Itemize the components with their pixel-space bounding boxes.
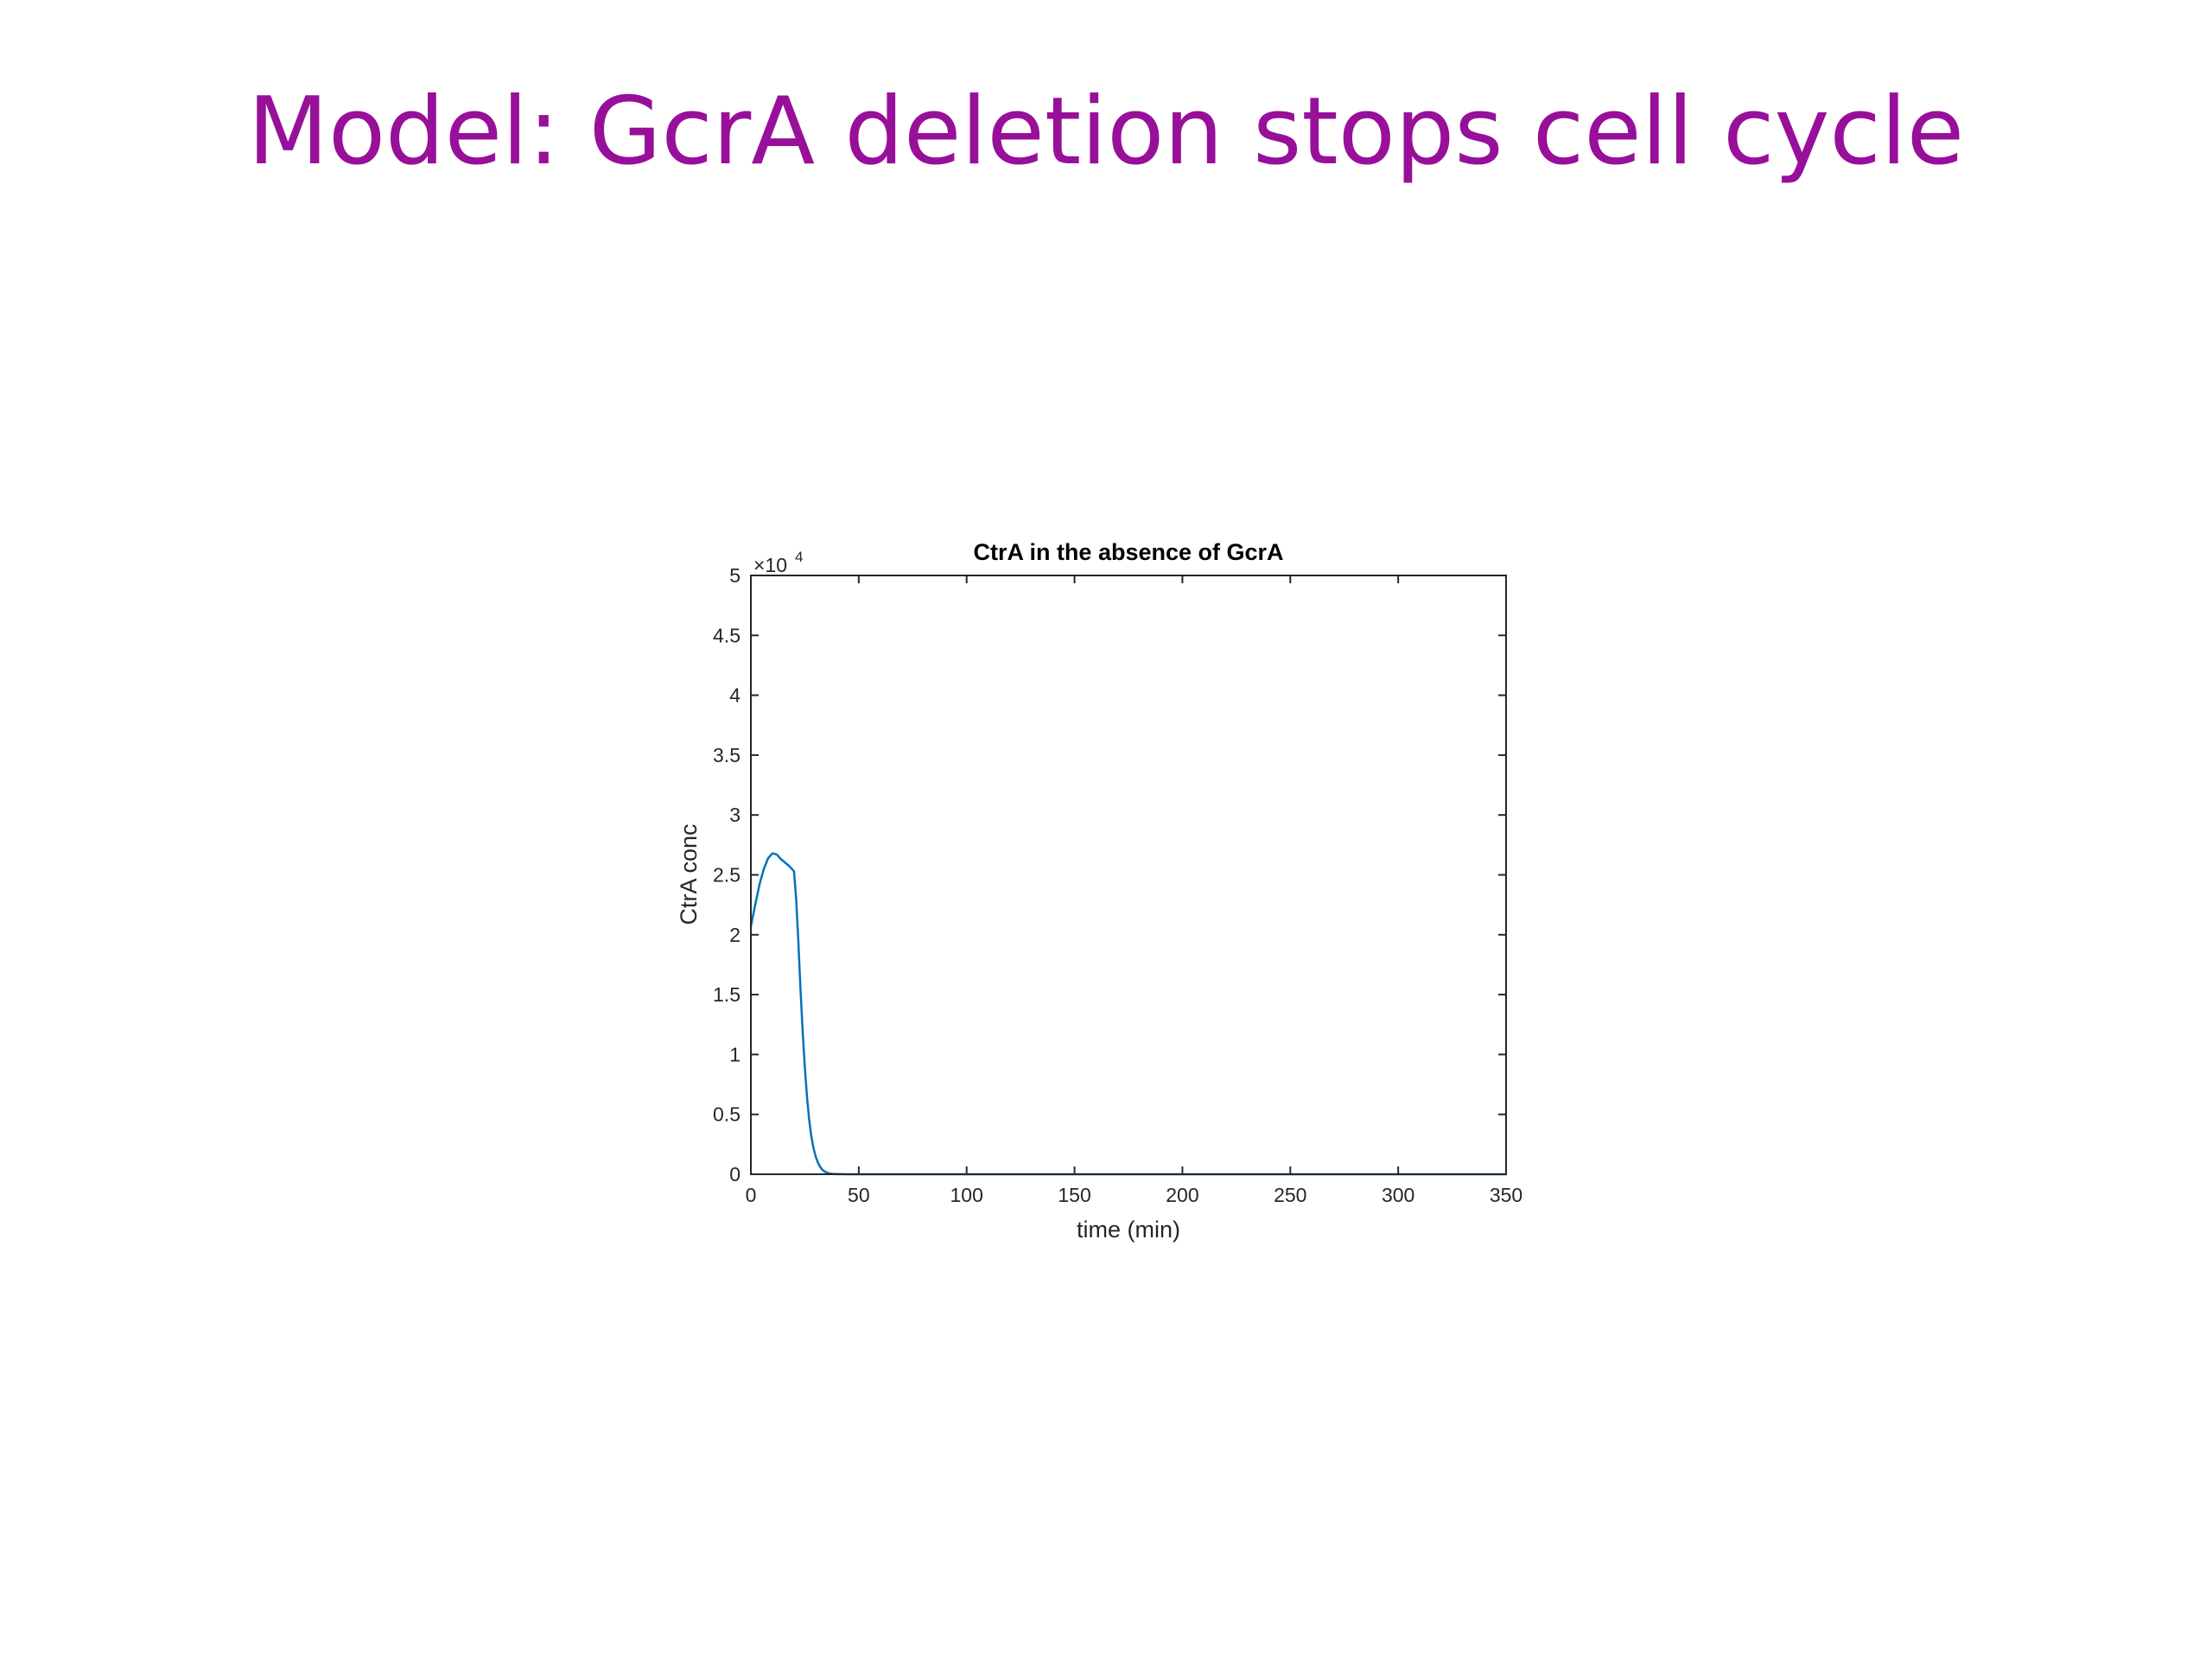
plot-area [751, 575, 1506, 1174]
x-tick-label: 300 [1382, 1184, 1414, 1206]
x-tick-label: 350 [1490, 1184, 1522, 1206]
x-tick-label: 250 [1274, 1184, 1306, 1206]
y-tick-label: 1 [729, 1043, 741, 1065]
chart-title: CtrA in the absence of GcrA [973, 539, 1283, 565]
x-axis-label: time (min) [1077, 1217, 1180, 1243]
x-tick-label: 0 [746, 1184, 757, 1206]
y-tick-label: 2.5 [713, 864, 741, 887]
x-tick-label: 100 [950, 1184, 983, 1206]
y-exponent-power: 4 [795, 549, 803, 565]
y-tick-label: 3.5 [713, 744, 741, 766]
x-tick-label: 50 [848, 1184, 870, 1206]
y-tick-label: 4 [729, 684, 741, 707]
slide-title: Model: GcrA deletion stops cell cycle [247, 78, 1965, 186]
y-exponent-base: ×10 [753, 554, 787, 576]
y-tick-label: 0 [729, 1163, 741, 1185]
x-ticks: 0 50 100 150 200 250 300 350 [746, 575, 1522, 1206]
y-tick-label: 2 [729, 924, 741, 946]
y-exponent: ×10 4 [753, 549, 803, 576]
x-tick-label: 150 [1058, 1184, 1090, 1206]
y-tick-label: 5 [729, 564, 741, 587]
y-tick-label: 4.5 [713, 624, 741, 646]
y-axis-label: CtrA conc [676, 823, 702, 925]
y-tick-label: 1.5 [713, 983, 741, 1006]
plot-frame [750, 575, 1507, 1175]
y-tick-label: 0.5 [713, 1103, 741, 1126]
x-tick-label: 200 [1166, 1184, 1198, 1206]
y-tick-label: 3 [729, 804, 741, 826]
y-ticks: 0 0.5 1 1.5 2 2.5 3 3.5 4 4.5 5 [713, 564, 1506, 1185]
